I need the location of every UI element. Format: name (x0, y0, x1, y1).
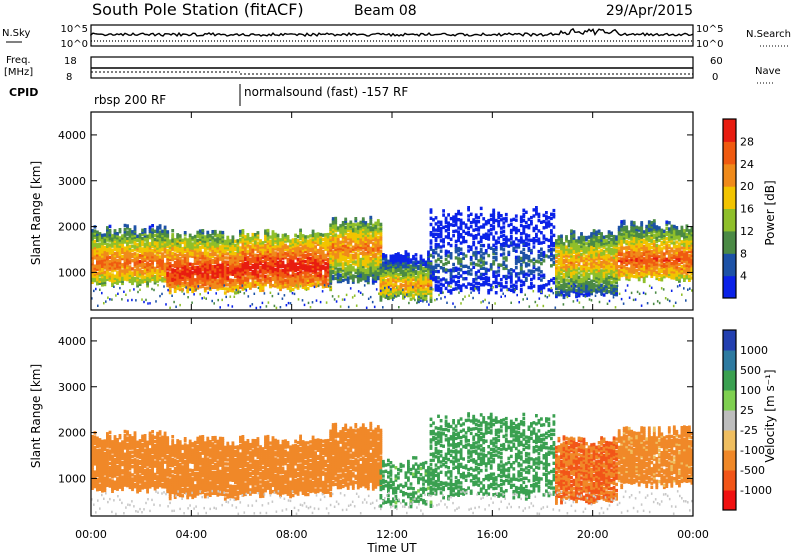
cpid-label: CPID (9, 86, 38, 99)
nave-label: Nave (755, 66, 781, 77)
colorbar-swatch (723, 490, 736, 511)
colorbar-swatch (723, 119, 736, 142)
power-colorbar: 4 8 12 16 20 24 28 (722, 118, 754, 299)
nsearch-tick-bottom: 10^0 (696, 39, 723, 50)
colorbar-swatch (723, 208, 736, 232)
colorbar-swatch (723, 370, 736, 391)
ytick-label: 3000 (58, 381, 86, 394)
colorbar-swatch (723, 410, 736, 431)
freq-label-bottom: [MHz] (4, 67, 33, 78)
ytick-label: 1000 (58, 266, 86, 279)
velocity-colorbar-tick: -25 (740, 424, 758, 437)
nsky-label: N.Sky (2, 28, 30, 39)
date-label: 29/Apr/2015 (606, 3, 693, 19)
colorbar-swatch (723, 450, 736, 471)
nsearch-tick-top: 10^5 (696, 24, 723, 35)
colorbar-swatch (723, 470, 736, 491)
velocity-colorbar-tick: 500 (740, 364, 761, 377)
power-colorbar-tick: 28 (740, 135, 754, 148)
ytick-label: 3000 (58, 175, 86, 188)
power-ylabel: Slant Range [km] (29, 161, 43, 265)
velocity-colorbar-tick: 1000 (740, 344, 768, 357)
ytick-label: 2000 (58, 221, 86, 234)
power-colorbar-label: Power [dB] (763, 180, 777, 245)
power-colorbar-tick: 24 (740, 158, 754, 171)
xtick-label: 00:00 (75, 528, 107, 541)
power-colorbar-tick: 16 (740, 203, 754, 216)
xtick-label: 04:00 (175, 528, 207, 541)
backscatter-cells (91, 412, 693, 516)
ytick-label: 4000 (58, 129, 86, 142)
cpid-segment-1: rbsp 200 RF (94, 93, 166, 107)
nsearch-label: N.Search (746, 29, 791, 40)
velocity-colorbar-tick: -500 (740, 464, 765, 477)
power-panel: 1000 2000 3000 4000 (58, 111, 694, 311)
colorbar-swatch (723, 230, 736, 254)
velocity-ylabel: Slant Range [km] (29, 364, 43, 468)
colorbar-swatch (723, 330, 736, 351)
nsky-tick-top: 10^5 (61, 24, 88, 35)
backscatter-cells (91, 206, 693, 310)
freq-panel (90, 56, 694, 79)
xtick-label: 12:00 (376, 528, 408, 541)
ytick-label: 2000 (58, 427, 86, 440)
colorbar-swatch (723, 390, 736, 411)
nsky-panel (90, 24, 694, 47)
power-colorbar-tick: 12 (740, 225, 754, 238)
cpid-segment-2: normalsound (fast) -157 RF (244, 85, 408, 99)
power-colorbar-tick: 8 (740, 247, 747, 260)
velocity-panel: 1000 2000 3000 4000 (58, 317, 694, 517)
xtick-label: 16:00 (476, 528, 508, 541)
colorbar-swatch (723, 186, 736, 209)
nave-tick-top: 60 (710, 56, 723, 67)
nsky-tick-bottom: 10^0 (61, 39, 88, 50)
colorbar-swatch (723, 163, 736, 187)
ytick-label: 4000 (58, 335, 86, 348)
colorbar-swatch (723, 350, 736, 371)
xtick-label: 00:00 (677, 528, 709, 541)
colorbar-swatch (723, 275, 736, 299)
velocity-colorbar-tick: 25 (740, 404, 754, 417)
velocity-colorbar-tick: -1000 (740, 484, 772, 497)
velocity-colorbar-label: Velocity [m s⁻¹] (763, 369, 777, 462)
colorbar-swatch (723, 141, 736, 165)
beam-label: Beam 08 (354, 3, 417, 19)
ytick-label: 1000 (58, 472, 86, 485)
velocity-colorbar: 1000 500 100 25 -25 -100 -500 -1000 (722, 329, 772, 511)
power-colorbar-tick: 20 (740, 180, 754, 193)
freq-tick-top: 18 (64, 56, 77, 67)
freq-tick-bottom: 8 (66, 72, 72, 83)
time-axis-label: Time UT (366, 541, 417, 554)
freq-label-top: Freq. (6, 55, 31, 66)
power-colorbar-tick: 4 (740, 270, 747, 283)
velocity-colorbar-tick: -100 (740, 444, 765, 457)
xtick-label: 20:00 (577, 528, 609, 541)
colorbar-swatch (723, 430, 736, 451)
xtick-label: 08:00 (276, 528, 308, 541)
station-title: South Pole Station (fitACF) (92, 0, 304, 19)
nave-tick-bottom: 0 (712, 72, 718, 83)
colorbar-swatch (723, 253, 736, 277)
velocity-colorbar-tick: 100 (740, 384, 761, 397)
nsky-trace-line (90, 27, 694, 38)
